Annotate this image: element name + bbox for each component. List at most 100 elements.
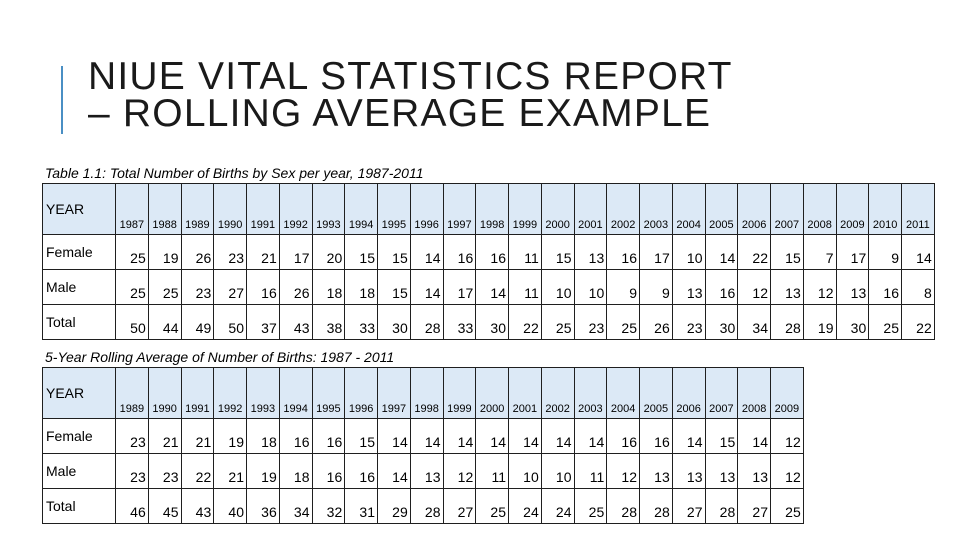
table-cell: 43 [278, 304, 313, 340]
table-cell: 17 [278, 234, 313, 270]
table-cell: 22 [901, 304, 935, 340]
table-cell: 25 [475, 488, 509, 524]
table-cell: 23 [213, 234, 247, 270]
table-cell: 15 [344, 418, 378, 454]
table-cell: 14 [704, 234, 739, 270]
table-cell: 46 [115, 488, 149, 524]
table-cell: 18 [311, 269, 346, 305]
table-cell: 25 [147, 269, 182, 305]
year-header-cell: 1993 [246, 367, 280, 419]
table-cell: 25 [540, 304, 575, 340]
table-cell: 18 [246, 418, 280, 454]
year-header-cell: 1993 [311, 183, 346, 235]
table-cell: 13 [671, 269, 706, 305]
year-header-cell: 2008 [737, 367, 771, 419]
table-cell: 17 [639, 234, 673, 270]
table-row: Total 46 45 43 40 36 34 32 31 29 28 27 25 24 24 25 28 28 2… [42, 488, 804, 524]
table-cell: 21 [180, 418, 215, 454]
year-header-cell: 2001 [508, 367, 542, 419]
table-cell: 36 [246, 488, 280, 524]
year-header-cell: 1988 [147, 183, 182, 235]
table-cell: 30 [475, 304, 509, 340]
table-cell: 13 [770, 269, 804, 305]
table-cell: 16 [344, 453, 378, 489]
table-cell: 9 [606, 269, 640, 305]
table-cell: 23 [115, 453, 149, 489]
table-cell: 21 [246, 234, 280, 270]
table-cell: 16 [704, 269, 739, 305]
slide-title-line-2: – ROLLING AVERAGE EXAMPLE [88, 92, 712, 135]
year-header-cell: 2000 [475, 367, 509, 419]
table-row: Total 50 44 49 50 37 43 38 33 30 28 33 30 22 25 23 25 26 2… [42, 304, 935, 340]
year-header-cell: 2000 [540, 183, 575, 235]
table-cell: 9 [868, 234, 902, 270]
table-cell: 19 [147, 234, 182, 270]
table-cell: 16 [311, 453, 346, 489]
table-cell: 22 [508, 304, 542, 340]
table-cell: 12 [770, 418, 804, 454]
year-header-cell: 1992 [213, 367, 247, 419]
table-cell: 18 [344, 269, 378, 305]
table-cell: 16 [442, 234, 477, 270]
row-label: Total [42, 488, 116, 524]
table-cell: 45 [147, 488, 182, 524]
table-cell: 15 [377, 234, 411, 270]
year-header-cell: 1989 [115, 367, 149, 419]
table-cell: 7 [802, 234, 837, 270]
year-header-cell: 2006 [737, 183, 771, 235]
table-cell: 26 [180, 234, 215, 270]
table-cell: 12 [770, 453, 804, 489]
table-cell: 33 [344, 304, 378, 340]
table-cell: 12 [737, 269, 771, 305]
row-label: Female [42, 418, 116, 454]
year-header-label: YEAR [42, 367, 116, 419]
table-cell: 21 [213, 453, 247, 489]
year-header-cell: 1989 [180, 183, 215, 235]
table-row: Male 25 25 23 27 16 26 18 18 15 14 17 14 11 10 10 9 9 13 16… [42, 269, 935, 305]
year-header-cell: 1995 [377, 183, 411, 235]
table-cell: 20 [311, 234, 346, 270]
table-cell: 38 [311, 304, 346, 340]
table-cell: 28 [704, 488, 739, 524]
table-cell: 25 [770, 488, 804, 524]
table-cell: 16 [606, 234, 640, 270]
table-cell: 15 [344, 234, 378, 270]
year-header-cell: 1987 [115, 183, 149, 235]
table-row: Female 25 19 26 23 21 17 20 15 15 14 16 16 11 15 13 16 17… [42, 234, 935, 270]
year-header-cell: 2002 [540, 367, 575, 419]
table-cell: 16 [278, 418, 313, 454]
row-label: Total [42, 304, 116, 340]
table-cell: 14 [377, 418, 411, 454]
table-cell: 27 [213, 269, 247, 305]
table-cell: 11 [573, 453, 608, 489]
year-header-cell: 1996 [409, 183, 444, 235]
table-cell: 14 [508, 418, 542, 454]
year-header-cell: 2004 [606, 367, 640, 419]
year-header-cell: 2001 [573, 183, 608, 235]
table-cell: 14 [737, 418, 771, 454]
table-cell: 34 [737, 304, 771, 340]
table-cell: 13 [409, 453, 444, 489]
year-header-cell: 2007 [704, 367, 739, 419]
table-cell: 13 [835, 269, 870, 305]
year-header-cell: 2009 [770, 367, 804, 419]
table-cell: 13 [639, 453, 673, 489]
year-header-cell: 2011 [901, 183, 935, 235]
table-cell: 22 [737, 234, 771, 270]
year-header-cell: 1990 [213, 183, 247, 235]
table-cell: 13 [704, 453, 739, 489]
table-cell: 26 [278, 269, 313, 305]
table-cell: 25 [115, 269, 149, 305]
table-cell: 25 [115, 234, 149, 270]
table-cell: 24 [508, 488, 542, 524]
row-label: Female [42, 234, 116, 270]
title-accent-bar [61, 66, 63, 134]
slide-title: NIUE VITAL STATISTICS REPORT – ROLLING A… [88, 57, 733, 135]
table-cell: 19 [246, 453, 280, 489]
table-cell: 16 [246, 269, 280, 305]
table-cell: 28 [606, 488, 640, 524]
table-cell: 15 [704, 418, 739, 454]
table-cell: 13 [737, 453, 771, 489]
table-cell: 25 [606, 304, 640, 340]
table-cell: 27 [671, 488, 706, 524]
